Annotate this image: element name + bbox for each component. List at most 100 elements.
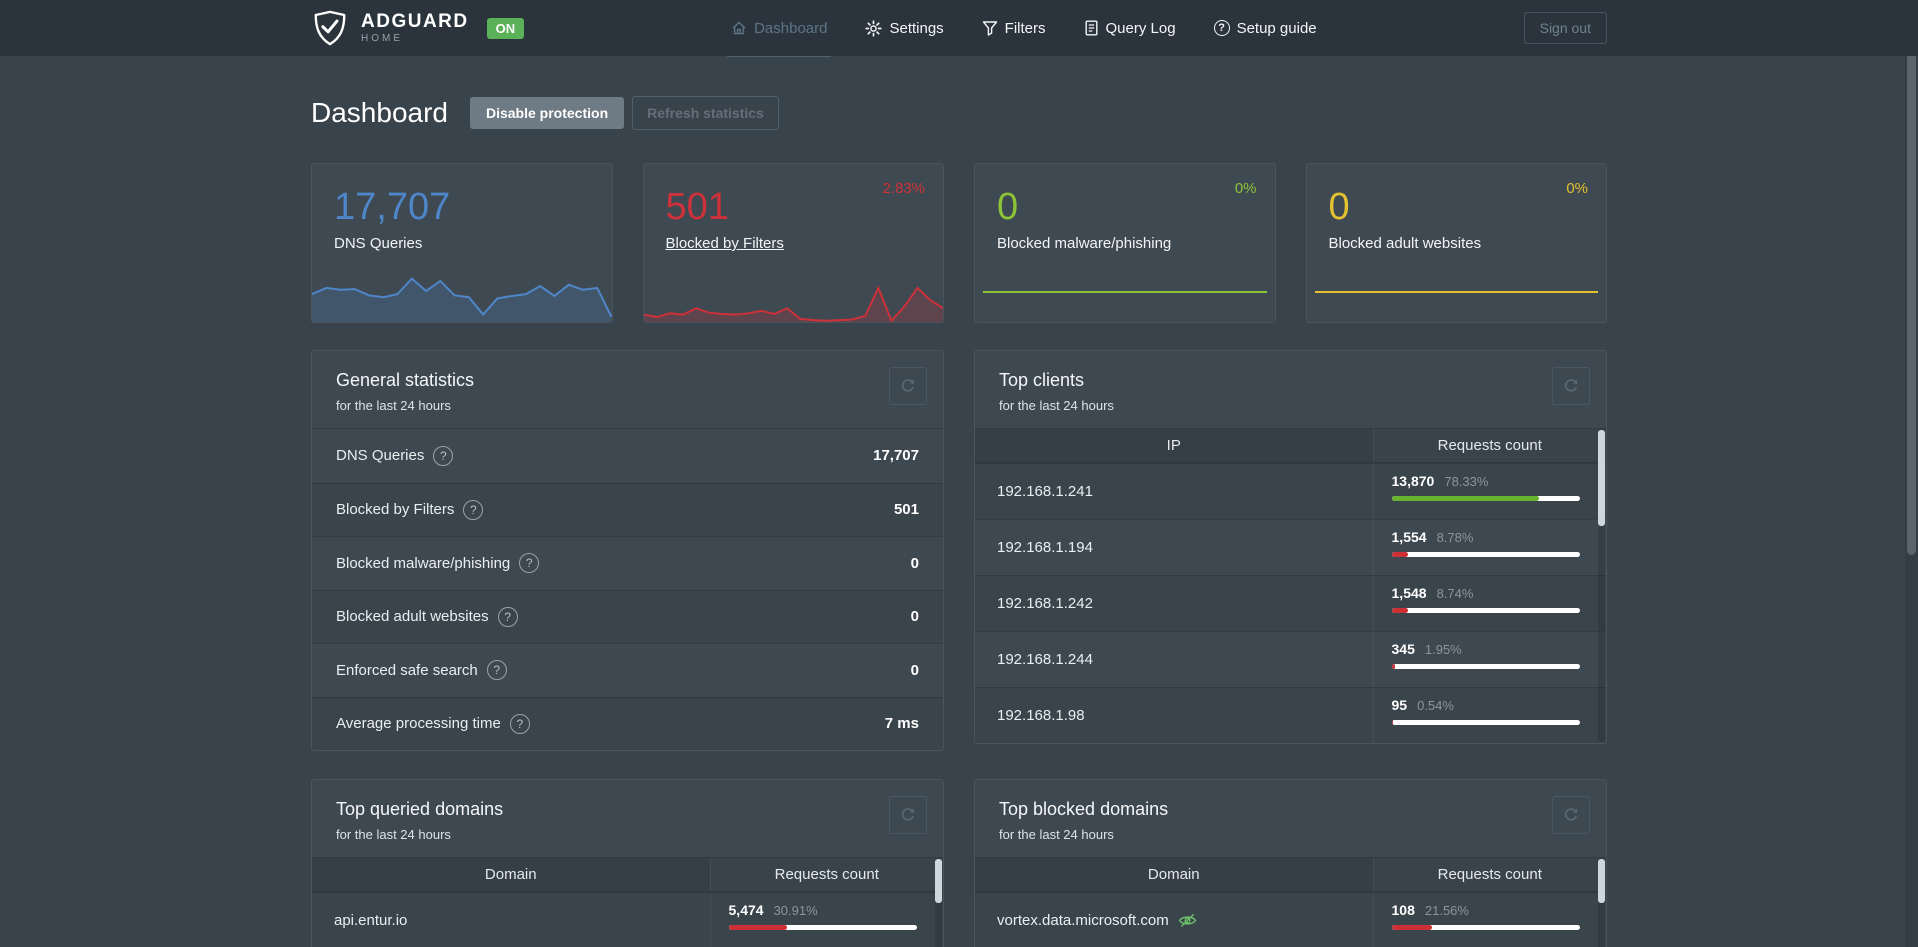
table-row[interactable]: 192.168.1.242 1,548 8.74% — [975, 575, 1606, 631]
table-scrollbar[interactable] — [1598, 858, 1605, 947]
table-row[interactable]: api.entur.io 5,474 30.91% — [312, 892, 943, 947]
stat-row-dns-queries: DNS Queries? 17,707 — [312, 429, 943, 483]
panel-title: General statistics — [336, 370, 475, 390]
scrollbar-thumb[interactable] — [1598, 859, 1605, 903]
home-icon — [731, 20, 747, 36]
panel-subtitle: for the last 24 hours — [999, 827, 1114, 842]
middle-panels-row: General statistics for the last 24 hours… — [311, 350, 1607, 751]
client-ip: 192.168.1.242 — [997, 595, 1093, 612]
help-circle-icon[interactable]: ? — [509, 713, 530, 734]
nav-item-query-log[interactable]: Query Log — [1084, 20, 1176, 37]
panel-head: Top queried domains for the last 24 hour… — [312, 780, 943, 858]
eye-off-icon[interactable] — [1178, 913, 1197, 928]
stat-row-value: 0 — [910, 661, 919, 679]
progress-bar — [1391, 552, 1580, 557]
request-count: 1,554 — [1391, 529, 1427, 545]
adguard-home-logo[interactable]: ADGUARD HOME ON — [311, 8, 525, 48]
stat-card-blocked-adult: 0% 0 Blocked adult websites — [1305, 163, 1607, 323]
refresh-button[interactable] — [889, 796, 927, 834]
stat-label: Blocked malware/phishing — [997, 235, 1172, 252]
nav-item-dashboard[interactable]: Dashboard — [727, 19, 832, 57]
stat-value: 0 — [997, 186, 1019, 228]
column-header-requests[interactable]: Requests count — [1372, 858, 1606, 891]
stat-card-blocked-malware: 0% 0 Blocked malware/phishing — [974, 163, 1276, 323]
client-ip: 192.168.1.244 — [997, 651, 1093, 668]
table-row[interactable]: 192.168.1.194 1,554 8.78% — [975, 519, 1606, 575]
table-header: Domain Requests count — [975, 858, 1606, 892]
nav-item-filters[interactable]: Filters — [982, 20, 1046, 37]
column-header-requests[interactable]: Requests count — [709, 858, 943, 891]
progress-bar — [728, 925, 917, 930]
nav-label: Filters — [1004, 19, 1046, 37]
progress-bar-fill — [1391, 552, 1409, 557]
table-scrollbar[interactable] — [935, 858, 942, 947]
help-circle-icon[interactable]: ? — [433, 445, 454, 466]
refresh-button[interactable] — [889, 367, 927, 405]
page-scrollbar-thumb[interactable] — [1907, 3, 1916, 555]
table-row[interactable]: 192.168.1.241 13,870 78.33% — [975, 463, 1606, 519]
table-scrollbar[interactable] — [1598, 429, 1605, 742]
stat-row-value: 0 — [910, 554, 919, 572]
scrollbar-thumb[interactable] — [1598, 430, 1605, 526]
nav-item-settings[interactable]: Settings — [865, 20, 944, 37]
help-circle-icon[interactable]: ? — [519, 553, 540, 574]
table-header: IP Requests count — [975, 429, 1606, 463]
column-header-domain[interactable]: Domain — [484, 866, 537, 883]
column-header-domain[interactable]: Domain — [1147, 866, 1200, 883]
brand-subtitle: HOME — [361, 33, 403, 44]
table-row[interactable]: 192.168.1.98 95 0.54% — [975, 687, 1606, 743]
top-clients-panel: Top clients for the last 24 hours IP Req… — [974, 350, 1607, 744]
panel-title: Top blocked domains — [999, 799, 1169, 819]
stat-row-value: 501 — [893, 501, 919, 519]
stat-value: 0 — [1328, 186, 1350, 228]
refresh-statistics-button[interactable]: Refresh statistics — [632, 96, 779, 130]
nav-label: Setup guide — [1236, 19, 1317, 37]
stat-card-blocked-by-filters: 2.83% 501 Blocked by Filters — [642, 163, 944, 323]
question-icon: ? — [1213, 20, 1230, 36]
column-header-requests[interactable]: Requests count — [1372, 429, 1606, 462]
panel-subtitle: for the last 24 hours — [999, 398, 1114, 413]
document-icon — [1084, 20, 1099, 36]
stat-row-label: Blocked malware/phishing — [336, 554, 511, 572]
nav-item-setup-guide[interactable]: ? Setup guide — [1213, 19, 1317, 37]
shield-check-icon — [314, 10, 346, 46]
help-circle-icon[interactable]: ? — [497, 606, 518, 627]
help-circle-icon[interactable]: ? — [463, 499, 484, 520]
client-ip: 192.168.1.98 — [997, 707, 1085, 724]
domain-name: vortex.data.microsoft.com — [997, 912, 1169, 929]
page-scrollbar[interactable] — [1905, 0, 1918, 947]
main-content: Dashboard Disable protection Refresh sta… — [311, 96, 1607, 947]
nav-label: Dashboard — [754, 19, 828, 37]
stat-row-value: 7 ms — [884, 715, 919, 733]
stat-label: Blocked adult websites — [1328, 235, 1482, 252]
general-statistics-list: DNS Queries? 17,707 Blocked by Filters? … — [312, 429, 943, 750]
request-percent: 30.91% — [773, 903, 818, 918]
domain-name: api.entur.io — [334, 912, 408, 929]
bottom-panels-row: Top queried domains for the last 24 hour… — [311, 779, 1607, 947]
refresh-button[interactable] — [1552, 796, 1590, 834]
request-percent: 1.95% — [1424, 642, 1462, 657]
blocked-filters-sparkline — [643, 260, 943, 322]
top-queried-domains-panel: Top queried domains for the last 24 hour… — [311, 779, 944, 947]
sign-out-button[interactable]: Sign out — [1523, 12, 1607, 44]
blocked-by-filters-link[interactable]: Blocked by Filters — [665, 235, 784, 252]
top-queried-domains-table: Domain Requests count api.entur.io 5,474… — [312, 858, 943, 947]
stat-row-label: Blocked by Filters — [336, 501, 455, 519]
request-count: 345 — [1391, 641, 1415, 657]
progress-bar — [1391, 720, 1580, 725]
top-clients-table: IP Requests count 192.168.1.241 13,870 78… — [975, 429, 1606, 743]
request-count: 13,870 — [1391, 473, 1435, 489]
stat-card-dns-queries: 17,707 DNS Queries — [311, 163, 613, 323]
scrollbar-thumb[interactable] — [935, 859, 942, 903]
table-row[interactable]: vortex.data.microsoft.com 108 21.56% — [975, 892, 1606, 947]
column-header-ip[interactable]: IP — [1166, 437, 1181, 454]
table-row[interactable]: 192.168.1.244 345 1.95% — [975, 631, 1606, 687]
help-circle-icon[interactable]: ? — [486, 660, 507, 681]
refresh-button[interactable] — [1552, 367, 1590, 405]
disable-protection-button[interactable]: Disable protection — [469, 97, 625, 129]
progress-bar-fill — [1391, 664, 1396, 669]
request-percent: 8.78% — [1436, 530, 1474, 545]
stat-row-safe-search: Enforced safe search? 0 — [312, 643, 943, 697]
request-count: 5,474 — [728, 902, 764, 918]
progress-bar-fill — [1391, 720, 1393, 725]
